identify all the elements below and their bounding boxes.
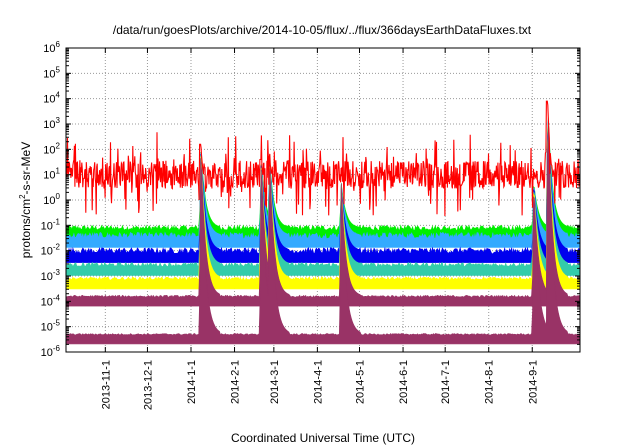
x-tick-label: 2014-8-1	[484, 360, 496, 404]
x-tick-label: 2014-6-1	[398, 360, 410, 404]
y-tick-label: 104	[43, 91, 60, 106]
high-flux-series	[65, 100, 581, 217]
y-tick-label: 103	[43, 116, 60, 131]
x-tick-label: 2014-1-1	[186, 360, 198, 404]
x-tick-label: 2014-3-1	[269, 360, 281, 404]
flux-series-band	[65, 130, 581, 345]
flux-series-line	[65, 100, 581, 217]
y-tick-label: 10-1	[41, 217, 61, 232]
y-axis-label: protons/cm2-s-sr-MeV	[18, 142, 33, 258]
flux-series-band	[65, 118, 581, 248]
y-tick-label: 10-2	[41, 243, 61, 258]
x-tick-label: 2014-2-1	[230, 360, 242, 404]
x-tick-label: 2014-5-1	[355, 360, 367, 404]
x-tick-label: 2013-12-1	[142, 360, 154, 410]
flux-bands	[65, 117, 581, 345]
x-axis-label: Coordinated Universal Time (UTC)	[231, 431, 415, 445]
flux-series-band	[65, 123, 581, 290]
y-tick-label: 106	[43, 40, 60, 55]
x-tick-label: 2014-9-1	[527, 360, 539, 404]
y-tick-label: 10-6	[41, 344, 61, 359]
y-tick-label: 10-4	[41, 293, 61, 308]
y-tick-label: 100	[43, 192, 60, 207]
flux-series-band	[65, 120, 581, 263]
x-tick-label: 2013-11-1	[100, 360, 112, 409]
y-tick-label: 10-5	[41, 319, 61, 334]
y-tick-label: 10-3	[41, 268, 61, 283]
flux-series-band	[65, 125, 581, 307]
y-tick-label: 101	[43, 167, 60, 182]
y-axis: 10-6 10-5 10-4 10-3 10-2 10-1 100 101 102 103 104 1…	[41, 40, 580, 359]
y-tick-label: 102	[43, 141, 60, 156]
y-tick-label: 105	[43, 65, 60, 80]
x-tick-label: 2014-4-1	[312, 360, 324, 404]
x-axis: 2013-11-1 2013-12-1 2014-1-1 2014-2-1 2014-3…	[100, 48, 539, 410]
flux-series-band	[65, 117, 581, 240]
flux-series-band	[65, 121, 581, 276]
chart-title: /data/run/goesPlots/archive/2014-10-05/f…	[113, 23, 532, 37]
x-tick-label: 2014-7-1	[440, 360, 452, 404]
